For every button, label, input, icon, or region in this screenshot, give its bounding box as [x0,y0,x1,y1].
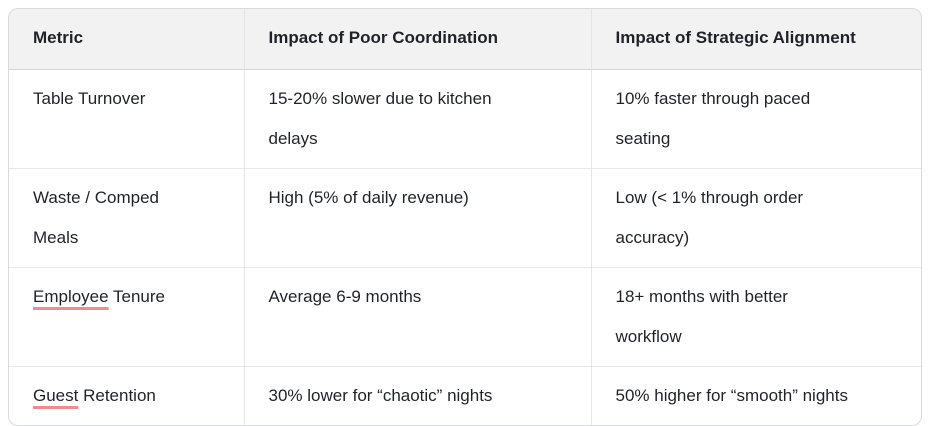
table-row-guest-retention: Guest Retention 30% lower for “chaotic” … [9,365,921,425]
poor-coordination-cell: Average 6-9 months [244,266,592,366]
spellcheck-flagged-word[interactable]: Employee [33,286,109,306]
poor-coordination-cell: 15-20% slower due to kitchen delays [244,69,592,168]
poor-coordination-cell: High (5% of daily revenue) [244,167,592,267]
column-header-poor-coordination: Impact of Poor Coordination [244,9,592,70]
table-row-table-turnover: Table Turnover 15-20% slower due to kitc… [9,69,921,168]
metric-cell: Guest Retention [9,365,245,425]
table-row-waste-comped-meals: Waste / Comped Meals High (5% of daily r… [9,167,921,267]
strategic-alignment-cell: 50% higher for “smooth” nights [591,365,921,425]
column-header-strategic-alignment: Impact of Strategic Alignment [591,9,921,70]
metric-cell-label: Tenure [108,286,166,306]
table-row-employee-tenure: Employee Tenure Average 6-9 months 18+ m… [9,266,921,366]
column-header-metric: Metric [9,9,245,70]
poor-coordination-cell: 30% lower for “chaotic” nights [244,365,592,425]
metric-cell: Employee Tenure [9,266,245,366]
spellcheck-flagged-word[interactable]: Guest [33,385,79,405]
strategic-alignment-cell: Low (< 1% through order accuracy) [591,167,921,267]
metrics-comparison-table: Metric Impact of Poor Coordination Impac… [9,9,921,425]
strategic-alignment-cell: 10% faster through paced seating [615,88,811,148]
metric-cell-label: Retention [78,385,156,405]
strategic-alignment-cell: 18+ months with better workflow [591,266,921,366]
header-row: Metric Impact of Poor Coordination Impac… [9,9,921,70]
metrics-table-card: Metric Impact of Poor Coordination Impac… [8,8,922,426]
metric-cell: Table Turnover [9,69,245,168]
metric-cell: Waste / Comped Meals [9,167,245,267]
